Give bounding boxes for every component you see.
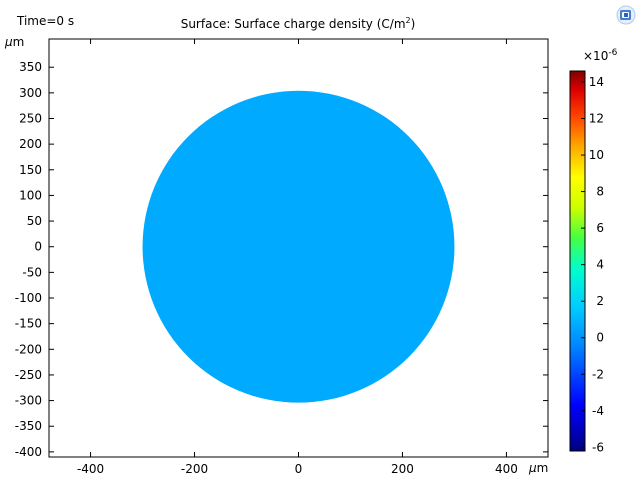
x-tick-label: -400 [77,462,104,476]
colorbar-ticks: 14 12 10 8 6 4 2 0 -2 -4 -6 [581,75,604,454]
comsol-logo-icon[interactable] [616,5,636,25]
y-axis-ticks: 350 300 250 200 150 100 50 0 -50 -100 -150 -200 -250… [15,60,548,459]
x-tick-label: 200 [391,462,414,476]
plot-title: Surface: Surface charge density (C/m2) [181,16,416,31]
x-tick-label: 0 [295,462,303,476]
y-tick-label: -200 [15,342,42,356]
colorbar-tick-label: 14 [589,75,604,89]
colorbar-tick-label: 0 [596,331,604,345]
y-tick-label: 350 [19,60,42,74]
y-tick-label: 200 [19,137,42,151]
colorbar-tick-label: 6 [596,221,604,235]
colorbar-exponent-power: -6 [608,48,617,58]
y-tick-label: -350 [15,419,42,433]
y-axis-unit: μm [4,35,24,49]
y-tick-label: -150 [15,317,42,331]
y-tick-label: -400 [15,445,42,459]
y-tick-label: 300 [19,86,42,100]
surface-disk [142,90,455,403]
x-axis-unit-mu: μ [528,461,537,475]
x-tick-label: 400 [495,462,518,476]
x-tick-label: -200 [181,462,208,476]
y-tick-label: -50 [22,265,42,279]
y-tick-label: 100 [19,188,42,202]
y-tick-label: 50 [27,214,42,228]
x-axis-unit: μm [528,461,548,475]
y-tick-label: 250 [19,111,42,125]
y-tick-label: -300 [15,394,42,408]
plot-title-superscript: 2 [406,16,411,25]
y-tick-label: -100 [15,291,42,305]
x-axis-ticks: -400 -200 0 200 400 [77,39,518,476]
colorbar-tick-label: 2 [596,294,604,308]
time-label: Time=0 s [16,14,74,28]
y-tick-label: 0 [34,240,42,254]
colorbar-tick-label: 12 [589,112,604,126]
colorbar-tick-label: 10 [589,148,604,162]
colorbar-exponent: ×10-6 [583,48,618,63]
x-axis-unit-m: m [537,461,549,475]
colorbar-exponent-base: ×10 [583,49,608,63]
colorbar-tick-label: -6 [592,440,604,454]
y-axis-unit-mu: μ [4,35,13,49]
y-axis-unit-m: m [13,35,25,49]
plot-title-end: ) [411,17,416,31]
colorbar-tick-label: -2 [592,367,604,381]
colorbar-tick-label: 4 [596,258,604,272]
colorbar-tick-label: 8 [596,185,604,199]
colorbar-gradient [569,70,586,452]
y-tick-label: 150 [19,163,42,177]
plot-title-main: Surface: Surface charge density (C/m [181,17,406,31]
colorbar-tick-label: -4 [592,404,604,418]
y-tick-label: -250 [15,368,42,382]
